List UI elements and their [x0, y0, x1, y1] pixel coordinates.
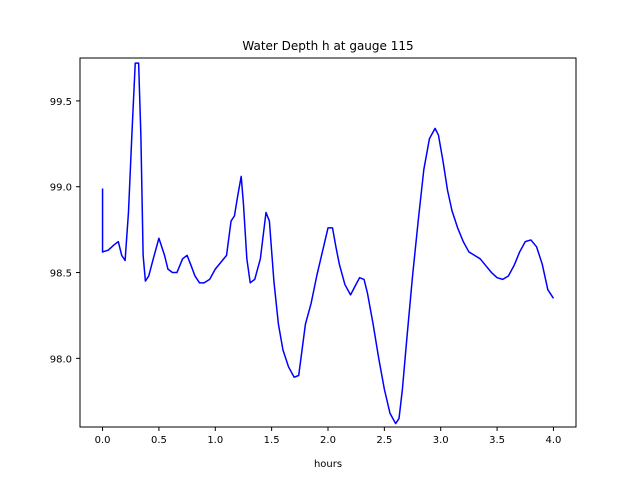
y-axis: 98.0 98.5 99.0 99.5 — [50, 97, 80, 365]
x-tick-label: 0.0 — [95, 435, 111, 446]
y-tick-label: 98.5 — [50, 269, 72, 280]
x-tick-label: 3.0 — [433, 435, 449, 446]
x-tick-label: 1.0 — [207, 435, 223, 446]
x-tick-label: 1.5 — [264, 435, 280, 446]
series-line-0 — [101, 62, 555, 425]
x-axis-label: hours — [314, 459, 342, 470]
x-axis: 0.0 0.5 1.0 1.5 2.0 2.5 3.0 3.5 4.0 — [95, 427, 562, 446]
y-tick-label: 99.0 — [50, 183, 72, 194]
x-tick-label: 2.0 — [320, 435, 336, 446]
x-tick-label: 0.5 — [151, 435, 167, 446]
x-tick-label: 4.0 — [546, 435, 562, 446]
x-tick-label: 2.5 — [376, 435, 392, 446]
y-tick-label: 98.0 — [50, 354, 72, 365]
x-tick-label: 3.5 — [489, 435, 505, 446]
y-tick-label: 99.5 — [50, 97, 72, 108]
chart-title: Water Depth h at gauge 115 — [242, 39, 413, 53]
plot-area — [101, 62, 555, 425]
